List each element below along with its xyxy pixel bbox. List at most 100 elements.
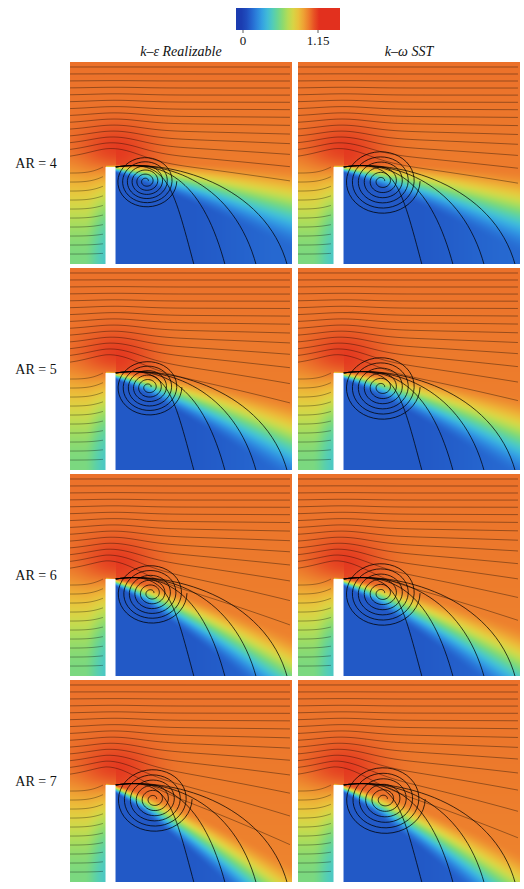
streamline <box>298 519 518 523</box>
streamline <box>70 543 290 565</box>
streamline <box>298 833 331 836</box>
streamline <box>70 691 290 692</box>
streamline <box>70 637 103 639</box>
streamline <box>70 512 290 514</box>
streamline <box>298 100 518 102</box>
streamline <box>70 459 103 461</box>
streamline <box>298 492 518 493</box>
streamline <box>344 166 516 264</box>
streamline <box>298 617 331 621</box>
streamline <box>298 313 518 316</box>
streamline <box>70 383 103 388</box>
streamline <box>298 186 331 191</box>
streamline <box>298 785 331 791</box>
streamline <box>116 372 257 470</box>
streamline <box>298 506 518 507</box>
streamline <box>298 440 331 442</box>
streamline <box>70 100 290 102</box>
streamline <box>116 372 288 470</box>
panel <box>70 680 292 882</box>
streamline <box>70 598 103 603</box>
streamline <box>70 555 290 601</box>
streamline <box>70 761 290 816</box>
streamline <box>298 73 518 74</box>
row-label: AR = 6 <box>15 568 56 583</box>
figure: 01.15k–ε Realizablek–ω SSTAR = 4AR = 5AR… <box>0 0 524 889</box>
velocity-field <box>298 474 520 676</box>
streamline <box>298 725 518 729</box>
streamline <box>298 331 518 342</box>
streamline <box>70 94 290 95</box>
plate <box>106 579 116 676</box>
streamline <box>298 107 518 110</box>
streamline <box>70 814 103 818</box>
streamlines <box>298 273 518 470</box>
streamline <box>70 862 103 863</box>
streamline <box>298 113 518 118</box>
velocity-field <box>70 474 292 676</box>
streamline <box>116 784 288 882</box>
streamline <box>298 450 331 451</box>
streamline <box>70 525 290 531</box>
velocity-field <box>70 62 292 264</box>
streamline <box>298 531 518 540</box>
streamline <box>298 512 518 514</box>
streamline <box>70 795 103 800</box>
vortex <box>346 564 420 625</box>
streamline <box>298 718 518 720</box>
colorbar <box>236 8 340 30</box>
streamline <box>70 823 103 827</box>
streamline <box>70 107 290 110</box>
streamline <box>70 843 103 845</box>
streamline <box>298 137 518 155</box>
streamline <box>298 94 518 95</box>
streamline <box>298 485 518 486</box>
streamline <box>70 186 103 191</box>
plate <box>334 167 344 264</box>
streamline <box>298 743 518 759</box>
streamline <box>298 167 331 173</box>
streamline <box>70 656 103 657</box>
streamline <box>70 755 290 793</box>
streamline <box>298 525 518 531</box>
streamline <box>298 712 518 713</box>
streamline <box>70 749 290 775</box>
streamline <box>298 392 331 397</box>
vortex <box>118 158 177 207</box>
streamline <box>116 578 257 676</box>
streamline <box>344 372 423 470</box>
streamline <box>298 731 518 738</box>
streamline <box>298 543 518 563</box>
streamline <box>298 589 331 594</box>
streamline <box>298 293 518 295</box>
streamline <box>70 73 290 74</box>
streamline <box>298 319 518 324</box>
panel <box>298 268 520 470</box>
streamline <box>298 705 518 707</box>
streamlines <box>298 685 518 882</box>
streamlines <box>70 479 290 676</box>
streamline <box>70 684 290 685</box>
streamline <box>70 392 103 397</box>
streamline <box>70 731 290 738</box>
streamline <box>298 66 518 67</box>
streamline <box>70 519 290 523</box>
streamline <box>70 718 290 721</box>
streamline <box>70 411 103 415</box>
streamline <box>344 784 516 882</box>
streamline <box>298 411 331 415</box>
streamline <box>298 656 331 657</box>
streamline <box>70 293 290 295</box>
streamline <box>70 608 103 612</box>
streamline <box>298 300 518 301</box>
streamline <box>70 225 103 227</box>
streamline <box>70 737 290 748</box>
streamline <box>298 698 518 699</box>
streamline <box>70 506 290 507</box>
plate <box>106 373 116 470</box>
streamline <box>70 705 290 707</box>
velocity-field <box>70 268 292 470</box>
streamline <box>344 578 423 676</box>
streamline <box>70 300 290 301</box>
panel <box>298 62 520 264</box>
